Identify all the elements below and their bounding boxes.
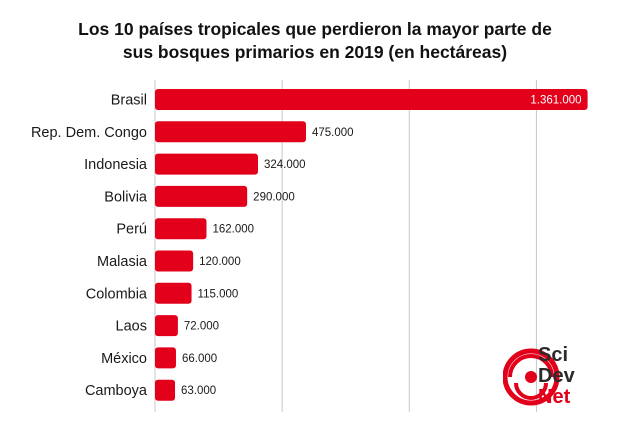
category-label-5: Malasia (97, 254, 148, 270)
category-label-0: Brasil (111, 93, 147, 109)
value-label-1: 475.000 (312, 127, 354, 139)
bar-1 (155, 121, 306, 143)
logo-word-net: Net (538, 386, 571, 408)
value-label-2: 324.000 (264, 159, 306, 171)
scidevnet-logo-mark (503, 348, 560, 406)
bar-5 (155, 250, 194, 272)
bar-4 (155, 218, 207, 240)
category-label-4: Perú (116, 222, 147, 238)
value-label-4: 162.000 (212, 224, 254, 236)
chart-title-line-1: Los 10 países tropicales que perdieron l… (78, 19, 552, 39)
value-label-3: 290.000 (253, 191, 295, 203)
value-label-6: 115.000 (198, 288, 239, 300)
category-label-6: Colombia (86, 286, 148, 302)
bar-9 (155, 379, 176, 401)
logo-word-dev: Dev (538, 365, 575, 387)
value-label-0: 1.361.000 (530, 95, 581, 107)
bar-2 (155, 153, 258, 175)
bar-0 (155, 89, 588, 110)
bar-8 (155, 347, 176, 369)
value-label-7: 72.000 (184, 321, 219, 333)
value-label-8: 66.000 (182, 353, 217, 365)
value-label-9: 63.000 (181, 385, 216, 397)
chart-title: Los 10 países tropicales que perdieron l… (0, 18, 630, 64)
category-label-3: Bolivia (104, 189, 148, 205)
category-label-7: Laos (116, 319, 147, 335)
scidevnet-logo (503, 348, 560, 406)
category-label-8: México (101, 351, 147, 367)
bar-7 (155, 315, 178, 337)
logo-word-sci: Sci (538, 344, 569, 366)
category-label-2: Indonesia (84, 157, 148, 173)
bar-3 (155, 185, 248, 207)
chart-title-line-2: sus bosques primarios en 2019 (en hectár… (122, 42, 508, 62)
category-label-1: Rep. Dem. Congo (31, 125, 147, 141)
category-label-9: Camboya (85, 383, 148, 399)
value-label-5: 120.000 (199, 256, 241, 268)
bar-6 (155, 282, 192, 304)
